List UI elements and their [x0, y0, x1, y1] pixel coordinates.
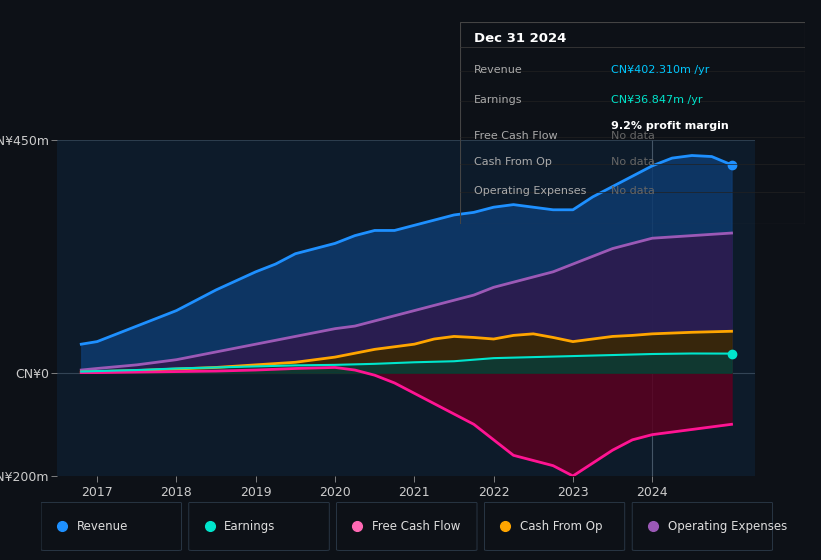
- Text: Operating Expenses: Operating Expenses: [474, 186, 586, 195]
- Text: Free Cash Flow: Free Cash Flow: [474, 131, 557, 141]
- Text: Cash From Op: Cash From Op: [474, 157, 552, 167]
- Text: No data: No data: [612, 186, 655, 195]
- Text: Revenue: Revenue: [474, 65, 522, 74]
- Text: Dec 31 2024: Dec 31 2024: [474, 32, 566, 45]
- Text: CN¥402.310m /yr: CN¥402.310m /yr: [612, 65, 710, 74]
- Text: No data: No data: [612, 157, 655, 167]
- Text: Cash From Op: Cash From Op: [520, 520, 603, 533]
- Text: No data: No data: [612, 131, 655, 141]
- Text: CN¥36.847m /yr: CN¥36.847m /yr: [612, 95, 703, 105]
- Text: Free Cash Flow: Free Cash Flow: [372, 520, 461, 533]
- Text: 9.2% profit margin: 9.2% profit margin: [612, 121, 729, 131]
- Text: Operating Expenses: Operating Expenses: [667, 520, 787, 533]
- Text: Earnings: Earnings: [474, 95, 522, 105]
- Text: Revenue: Revenue: [76, 520, 128, 533]
- Text: Earnings: Earnings: [224, 520, 276, 533]
